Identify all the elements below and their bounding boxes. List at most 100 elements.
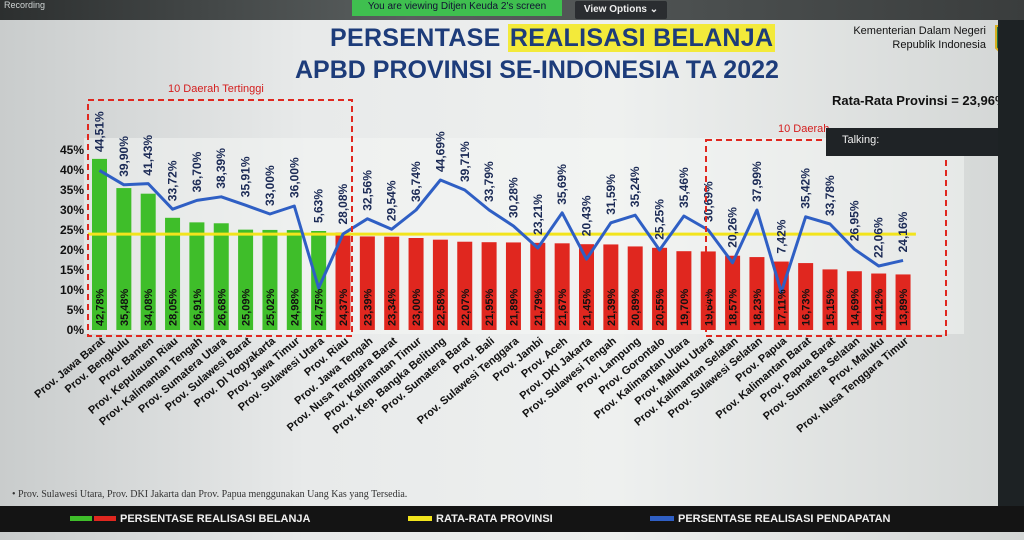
bar [505, 242, 521, 330]
bar-value-label: 35,48% [119, 288, 131, 326]
income-value-label: 32,56% [360, 170, 374, 211]
bar-value-label: 16,73% [801, 288, 813, 326]
income-value-label: 35,69% [555, 164, 569, 205]
bar-value-label: 17,11% [776, 289, 788, 326]
legend-pendapatan: PERSENTASE REALISASI PENDAPATAN [678, 513, 891, 525]
bar-value-label: 23,39% [362, 288, 374, 326]
income-value-label: 37,99% [750, 161, 764, 202]
title-text: PERSENTASE [330, 24, 508, 52]
bar [116, 188, 132, 330]
income-value-label: 36,74% [409, 161, 423, 202]
bar-value-label: 24,37% [338, 288, 350, 326]
bar [238, 229, 254, 330]
bar [384, 236, 400, 330]
bar [846, 271, 862, 330]
y-tick-label: 15% [60, 263, 84, 277]
income-value-label: 22,06% [872, 217, 886, 258]
bar [530, 242, 546, 330]
view-options-button[interactable]: View Options ⌄ [575, 1, 667, 19]
income-value-label: 30,69% [701, 181, 715, 222]
bar [165, 217, 181, 330]
income-value-label: 5,63% [312, 189, 326, 223]
income-value-label: 36,00% [287, 157, 301, 198]
income-value-label: 28,08% [336, 183, 350, 224]
bar [189, 222, 205, 330]
income-value-label: 33,79% [482, 161, 496, 202]
bar-value-label: 21,79% [533, 288, 545, 326]
income-value-label: 29,54% [385, 180, 399, 221]
y-tick-label: 0% [67, 323, 85, 337]
bar-value-label: 18,57% [728, 288, 740, 326]
meeting-top-bar: Recording You are viewing Ditjen Keuda 2… [0, 0, 1024, 20]
bar-value-label: 23,34% [387, 288, 399, 326]
bar-value-label: 22,58% [435, 288, 447, 326]
income-value-label: 41,43% [141, 135, 155, 176]
view-options-label: View Options [583, 4, 647, 15]
y-tick-label: 30% [60, 203, 84, 217]
bar [700, 251, 716, 330]
bar-value-label: 42,78% [95, 288, 107, 326]
recording-indicator: Recording [4, 0, 46, 10]
top10-box [87, 99, 353, 337]
bar [676, 251, 692, 330]
legend-blue-swatch [650, 516, 674, 521]
bar [895, 274, 911, 330]
bar [603, 244, 619, 330]
income-value-label: 33,78% [823, 175, 837, 216]
legend-yellow-swatch [408, 516, 432, 521]
bar-value-label: 21,45% [582, 288, 594, 326]
legend-rata: RATA-RATA PROVINSI [436, 513, 553, 525]
chart-title-line2: APBD PROVINSI SE-INDONESIA TA 2022 [295, 56, 779, 84]
income-value-label: 25,25% [653, 199, 667, 240]
footnote: • Prov. Sulawesi Utara, Prov. DKI Jakart… [12, 489, 408, 500]
bar [311, 231, 327, 330]
legend-green-swatch [70, 516, 92, 521]
bar-value-label: 21,89% [508, 288, 520, 326]
bar [725, 255, 741, 330]
bar [481, 242, 497, 330]
income-value-label: 33,72% [166, 160, 180, 201]
bar [140, 193, 156, 330]
bar-value-label: 26,91% [192, 288, 204, 326]
income-value-label: 39,71% [458, 141, 472, 182]
bar-value-label: 15,15% [825, 288, 837, 326]
income-value-label: 35,42% [799, 168, 813, 209]
income-value-label: 20,26% [726, 207, 740, 248]
legend-belanja: PERSENTASE REALISASI BELANJA [120, 513, 311, 525]
bar [798, 263, 814, 330]
bar [92, 158, 107, 330]
bar [554, 243, 570, 330]
income-value-label: 26,95% [847, 200, 861, 241]
bar [871, 273, 887, 330]
title-highlight: REALISASI BELANJA [507, 24, 776, 52]
legend-red-swatch [94, 516, 116, 521]
chevron-down-icon: ⌄ [649, 4, 659, 15]
income-value-label: 33,00% [263, 165, 277, 206]
bar-value-label: 25,02% [265, 288, 277, 326]
y-tick-label: 45% [60, 143, 84, 157]
income-value-label: 36,70% [190, 151, 204, 192]
bar-value-label: 24,98% [289, 288, 301, 326]
viewing-banner: You are viewing Ditjen Keuda 2's screen [352, 0, 562, 16]
bar [359, 236, 375, 330]
bar-value-label: 26,68% [216, 288, 228, 326]
bar-value-label: 28,05% [168, 288, 180, 326]
bar-line-chart: 0% 5% 10% 15% 20% 25% 30% 35% 40% 45% 42,78% 35,48%… [32, 83, 964, 436]
organization-name: Kementerian Dalam Negeri Republik Indone… [820, 24, 986, 52]
bar-value-label: 18,23% [752, 288, 764, 326]
bar-value-label: 21,67% [557, 288, 569, 326]
bar [286, 230, 302, 330]
bar [822, 269, 838, 330]
org-line2: Republik Indonesia [892, 39, 986, 51]
income-value-label: 30,28% [506, 177, 520, 218]
right-side-panel [998, 20, 1024, 506]
bar-value-label: 13,89% [898, 288, 910, 326]
bar-value-label: 14,69% [849, 288, 861, 326]
bar-value-label: 20,89% [630, 288, 642, 326]
bar-value-label: 22,07% [460, 288, 472, 326]
income-value-label: 24,16% [896, 211, 910, 252]
income-value-label: 23,21% [531, 194, 545, 235]
bar [335, 232, 351, 330]
income-value-label: 7,42% [774, 219, 788, 253]
